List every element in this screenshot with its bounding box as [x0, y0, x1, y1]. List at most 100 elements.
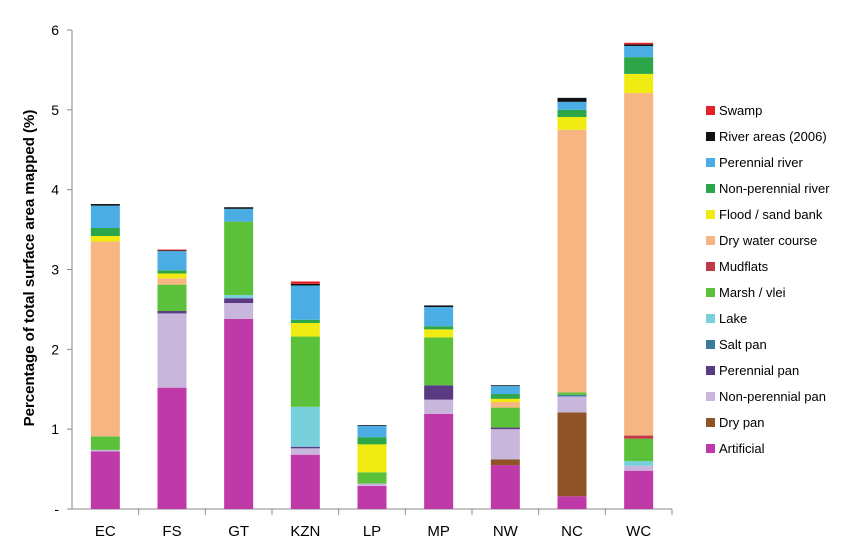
legend-label: Non-perennial river	[719, 181, 830, 196]
bar-segment	[157, 313, 187, 388]
bar-segment	[157, 251, 187, 271]
bar-segment	[224, 295, 254, 299]
legend-label: Perennial pan	[719, 363, 799, 378]
y-tick-label: 1	[51, 421, 59, 437]
x-tick-label: MP	[427, 523, 450, 540]
bar-segment	[157, 250, 187, 252]
bar-segment	[357, 425, 387, 426]
legend-swatch	[706, 444, 715, 453]
bar-segment	[424, 329, 454, 338]
bar-segment	[290, 322, 320, 337]
bar-segment	[624, 73, 654, 94]
bar-segment	[557, 117, 587, 130]
x-tick-label: NW	[493, 523, 519, 540]
y-tick-label: 6	[51, 22, 59, 38]
bar-segment	[224, 303, 254, 319]
bar-segment	[624, 461, 654, 466]
bar-segment	[490, 407, 520, 428]
x-tick-label: KZN	[290, 523, 320, 540]
x-tick-label: NC	[561, 523, 583, 540]
legend-swatch	[706, 392, 715, 401]
bar-segment	[224, 207, 254, 209]
bar-segment	[90, 205, 120, 228]
x-tick-label: WC	[626, 523, 651, 540]
legend-swatch	[706, 210, 715, 219]
legend-label: Salt pan	[719, 337, 767, 352]
bar-segment	[290, 446, 320, 449]
bar-segment	[624, 45, 654, 58]
bar-segment	[557, 496, 587, 509]
legend-label: Perennial river	[719, 155, 803, 170]
bar-segment	[357, 437, 387, 445]
bar-segment	[490, 427, 520, 430]
bar-segment	[490, 465, 520, 509]
bar-segment	[157, 273, 187, 279]
bar-segment	[490, 394, 520, 399]
bar-segment	[90, 241, 120, 437]
bar-segment	[490, 398, 520, 403]
bar-segment	[424, 337, 454, 386]
legend-label: Mudflats	[719, 259, 769, 274]
bar-segment	[357, 472, 387, 484]
bar-segment	[357, 425, 387, 438]
bar-segment	[357, 483, 387, 486]
legend-swatch	[706, 262, 715, 271]
bar-segment	[624, 42, 654, 45]
bar-segment	[157, 270, 187, 274]
legend-swatch	[706, 340, 715, 349]
legend-label: Non-perennial pan	[719, 389, 826, 404]
bar-segment	[290, 454, 320, 509]
bar-segment	[224, 221, 254, 296]
bar-segment	[424, 326, 454, 330]
legend-label: River areas (2006)	[719, 129, 827, 144]
y-tick-label: 3	[51, 262, 59, 278]
legend-swatch	[706, 184, 715, 193]
bar-segment	[90, 204, 120, 206]
legend-swatch	[706, 158, 715, 167]
bar-segment	[424, 413, 454, 509]
bar-segment	[624, 465, 654, 471]
bar-segment	[290, 319, 320, 323]
x-tick-label: LP	[363, 523, 381, 540]
legend-label: Lake	[719, 311, 747, 326]
axes: - 1 2 3 4 5 6 EC FS GT KZN LP MP NW NC WC	[51, 22, 673, 540]
bar-segment	[557, 394, 587, 397]
bar-segment	[624, 470, 654, 509]
legend-swatch	[706, 288, 715, 297]
bar-segment	[557, 101, 587, 110]
bar-segment	[624, 93, 654, 436]
legend-label: Flood / sand bank	[719, 207, 823, 222]
bars	[90, 42, 654, 509]
legend-swatch	[706, 366, 715, 375]
bar-segment	[624, 435, 654, 439]
bar-segment	[490, 459, 520, 466]
legend-swatch	[706, 314, 715, 323]
legend-label: Artificial	[719, 441, 765, 456]
y-axis-label: Percentage of total surface area mapped …	[21, 110, 38, 427]
bar-segment	[624, 44, 654, 46]
bar-segment	[557, 412, 587, 497]
bar-segment	[90, 227, 120, 236]
bar-segment	[490, 385, 520, 387]
y-tick-label: 4	[51, 182, 59, 198]
bar-segment	[90, 235, 120, 242]
legend: Swamp River areas (2006) Perennial river No…	[706, 103, 830, 456]
legend-swatch	[706, 236, 715, 245]
bar-segment	[224, 318, 254, 509]
bar-segment	[290, 336, 320, 407]
bar-segment	[357, 485, 387, 509]
bar-segment	[290, 448, 320, 455]
bar-segment	[424, 385, 454, 400]
bar-segment	[357, 444, 387, 473]
bar-segment	[557, 392, 587, 395]
bar-segment	[490, 402, 520, 408]
bar-segment	[157, 284, 187, 312]
bar-segment	[290, 406, 320, 447]
bar-segment	[157, 311, 187, 314]
bar-segment	[90, 451, 120, 509]
y-tick-label: 5	[51, 102, 59, 118]
bar-segment	[290, 285, 320, 320]
legend-swatch	[706, 418, 715, 427]
bar-segment	[290, 283, 320, 286]
bar-segment	[424, 399, 454, 414]
